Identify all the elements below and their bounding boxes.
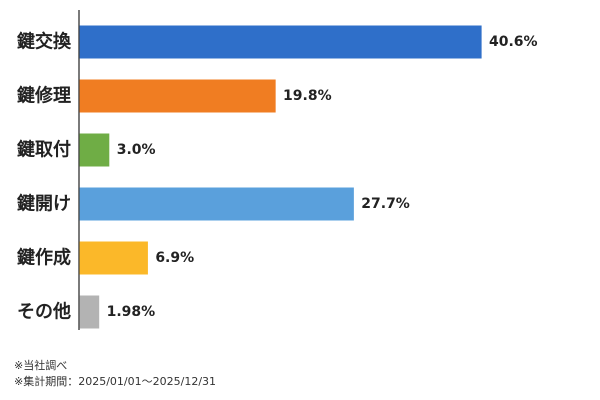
bars-layer [79,25,482,329]
bar [79,25,482,59]
footnote-source: ※当社調べ [14,359,68,372]
value-label: 27.7% [361,196,410,212]
bar [79,295,100,329]
labels-layer: 鍵交換 40.6% 鍵修理 19.8% 鍵取付 3.0% 鍵開け 27.7% 鍵作成 6.9% その… [17,31,538,323]
value-label: 40.6% [489,34,538,50]
footnotes: ※当社調べ ※集計期間：2025/01/01～2025/12/31 [14,358,216,390]
value-label: 1.98% [107,304,156,320]
value-label: 19.8% [283,88,332,104]
value-label: 6.9% [155,250,194,266]
value-label: 3.0% [117,142,156,158]
category-label: 鍵取付 [17,139,71,161]
category-label: 鍵作成 [17,247,71,269]
category-label: 鍵交換 [17,31,72,53]
category-label: 鍵開け [17,193,71,215]
bar [79,133,110,167]
category-label: 鍵修理 [17,85,71,107]
bar [79,79,276,113]
footnote-period: ※集計期間：2025/01/01～2025/12/31 [14,375,217,388]
category-label: その他 [17,301,71,323]
bar [79,241,148,275]
bar [79,187,354,221]
